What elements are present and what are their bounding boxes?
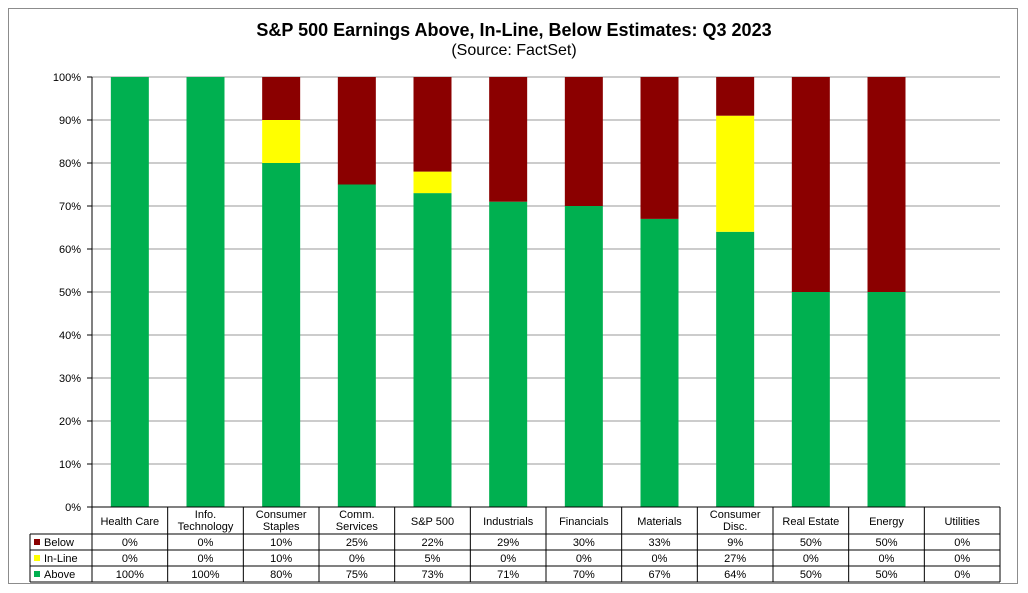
data-label: 71%: [497, 569, 519, 581]
data-label: 0%: [198, 553, 214, 565]
y-tick-label: 30%: [59, 373, 81, 385]
category-label: Consumer: [710, 509, 761, 521]
category-label: Services: [336, 521, 379, 533]
category-label: Comm.: [339, 509, 374, 521]
data-label: 0%: [122, 553, 138, 565]
category-label: Info.: [195, 509, 216, 521]
data-label: 0%: [803, 553, 819, 565]
data-label: 100%: [116, 569, 144, 581]
bar-in-line: [413, 171, 452, 194]
bar-above: [791, 292, 830, 507]
data-label: 0%: [500, 553, 516, 565]
data-label: 100%: [191, 569, 219, 581]
category-label: Health Care: [100, 516, 159, 528]
category-label: Real Estate: [782, 516, 839, 528]
data-label: 33%: [648, 537, 670, 549]
data-label: 0%: [198, 537, 214, 549]
legend-swatch-below: [34, 539, 40, 545]
bar-below: [413, 77, 452, 172]
data-label: 22%: [421, 537, 443, 549]
data-label: 10%: [270, 537, 292, 549]
legend-label: In-Line: [44, 553, 78, 565]
legend-swatch-in-line: [34, 555, 40, 561]
bar-above: [186, 77, 225, 507]
data-label: 5%: [425, 553, 441, 565]
bar-in-line: [262, 120, 301, 163]
data-label: 0%: [576, 553, 592, 565]
data-label: 80%: [270, 569, 292, 581]
data-label: 0%: [954, 569, 970, 581]
bar-above: [489, 201, 528, 507]
bar-above: [337, 184, 376, 507]
bar-in-line: [716, 115, 755, 232]
data-label: 50%: [875, 537, 897, 549]
category-label: Consumer: [256, 509, 307, 521]
bar-below: [640, 77, 679, 219]
category-label: Financials: [559, 516, 609, 528]
legend-label: Below: [44, 537, 74, 549]
y-tick-label: 70%: [59, 201, 81, 213]
category-label: Materials: [637, 516, 682, 528]
y-tick-label: 40%: [59, 330, 81, 342]
category-label: Energy: [869, 516, 904, 528]
data-label: 64%: [724, 569, 746, 581]
y-tick-label: 20%: [59, 416, 81, 428]
data-label: 9%: [727, 537, 743, 549]
data-label: 0%: [122, 537, 138, 549]
data-label: 73%: [421, 569, 443, 581]
data-label: 75%: [346, 569, 368, 581]
data-label: 50%: [800, 537, 822, 549]
bar-above: [110, 77, 149, 507]
y-tick-label: 90%: [59, 115, 81, 127]
y-tick-label: 50%: [59, 287, 81, 299]
bar-above: [564, 206, 603, 507]
bar-below: [716, 77, 755, 116]
bar-below: [489, 77, 528, 202]
legend-swatch-above: [34, 571, 40, 577]
y-tick-label: 10%: [59, 459, 81, 471]
chart-title: S&P 500 Earnings Above, In-Line, Below E…: [256, 20, 772, 40]
y-tick-label: 0%: [65, 502, 81, 514]
data-label: 29%: [497, 537, 519, 549]
data-label: 0%: [879, 553, 895, 565]
bar-below: [867, 77, 906, 292]
data-label: 70%: [573, 569, 595, 581]
data-label: 67%: [648, 569, 670, 581]
data-label: 27%: [724, 553, 746, 565]
bar-below: [337, 77, 376, 185]
data-label: 0%: [954, 537, 970, 549]
bar-below: [791, 77, 830, 292]
bar-above: [716, 231, 755, 508]
data-label: 25%: [346, 537, 368, 549]
data-label: 0%: [652, 553, 668, 565]
bar-above: [262, 163, 301, 507]
bar-below: [262, 77, 301, 120]
y-tick-label: 100%: [53, 72, 81, 84]
chart-subtitle: (Source: FactSet): [451, 42, 577, 59]
y-tick-label: 80%: [59, 158, 81, 170]
bar-below: [564, 77, 603, 206]
data-label: 50%: [875, 569, 897, 581]
bar-above: [867, 292, 906, 507]
category-label: Staples: [263, 521, 300, 533]
data-label: 30%: [573, 537, 595, 549]
data-label: 0%: [954, 553, 970, 565]
data-label: 10%: [270, 553, 292, 565]
data-label: 50%: [800, 569, 822, 581]
category-label: S&P 500: [411, 516, 454, 528]
category-label: Utilities: [944, 516, 980, 528]
data-label: 0%: [349, 553, 365, 565]
category-label: Technology: [178, 521, 234, 533]
category-label: Disc.: [723, 521, 747, 533]
category-label: Industrials: [483, 516, 534, 528]
bar-above: [640, 218, 679, 507]
legend-label: Above: [44, 569, 75, 581]
y-tick-label: 60%: [59, 244, 81, 256]
bar-above: [413, 193, 452, 507]
